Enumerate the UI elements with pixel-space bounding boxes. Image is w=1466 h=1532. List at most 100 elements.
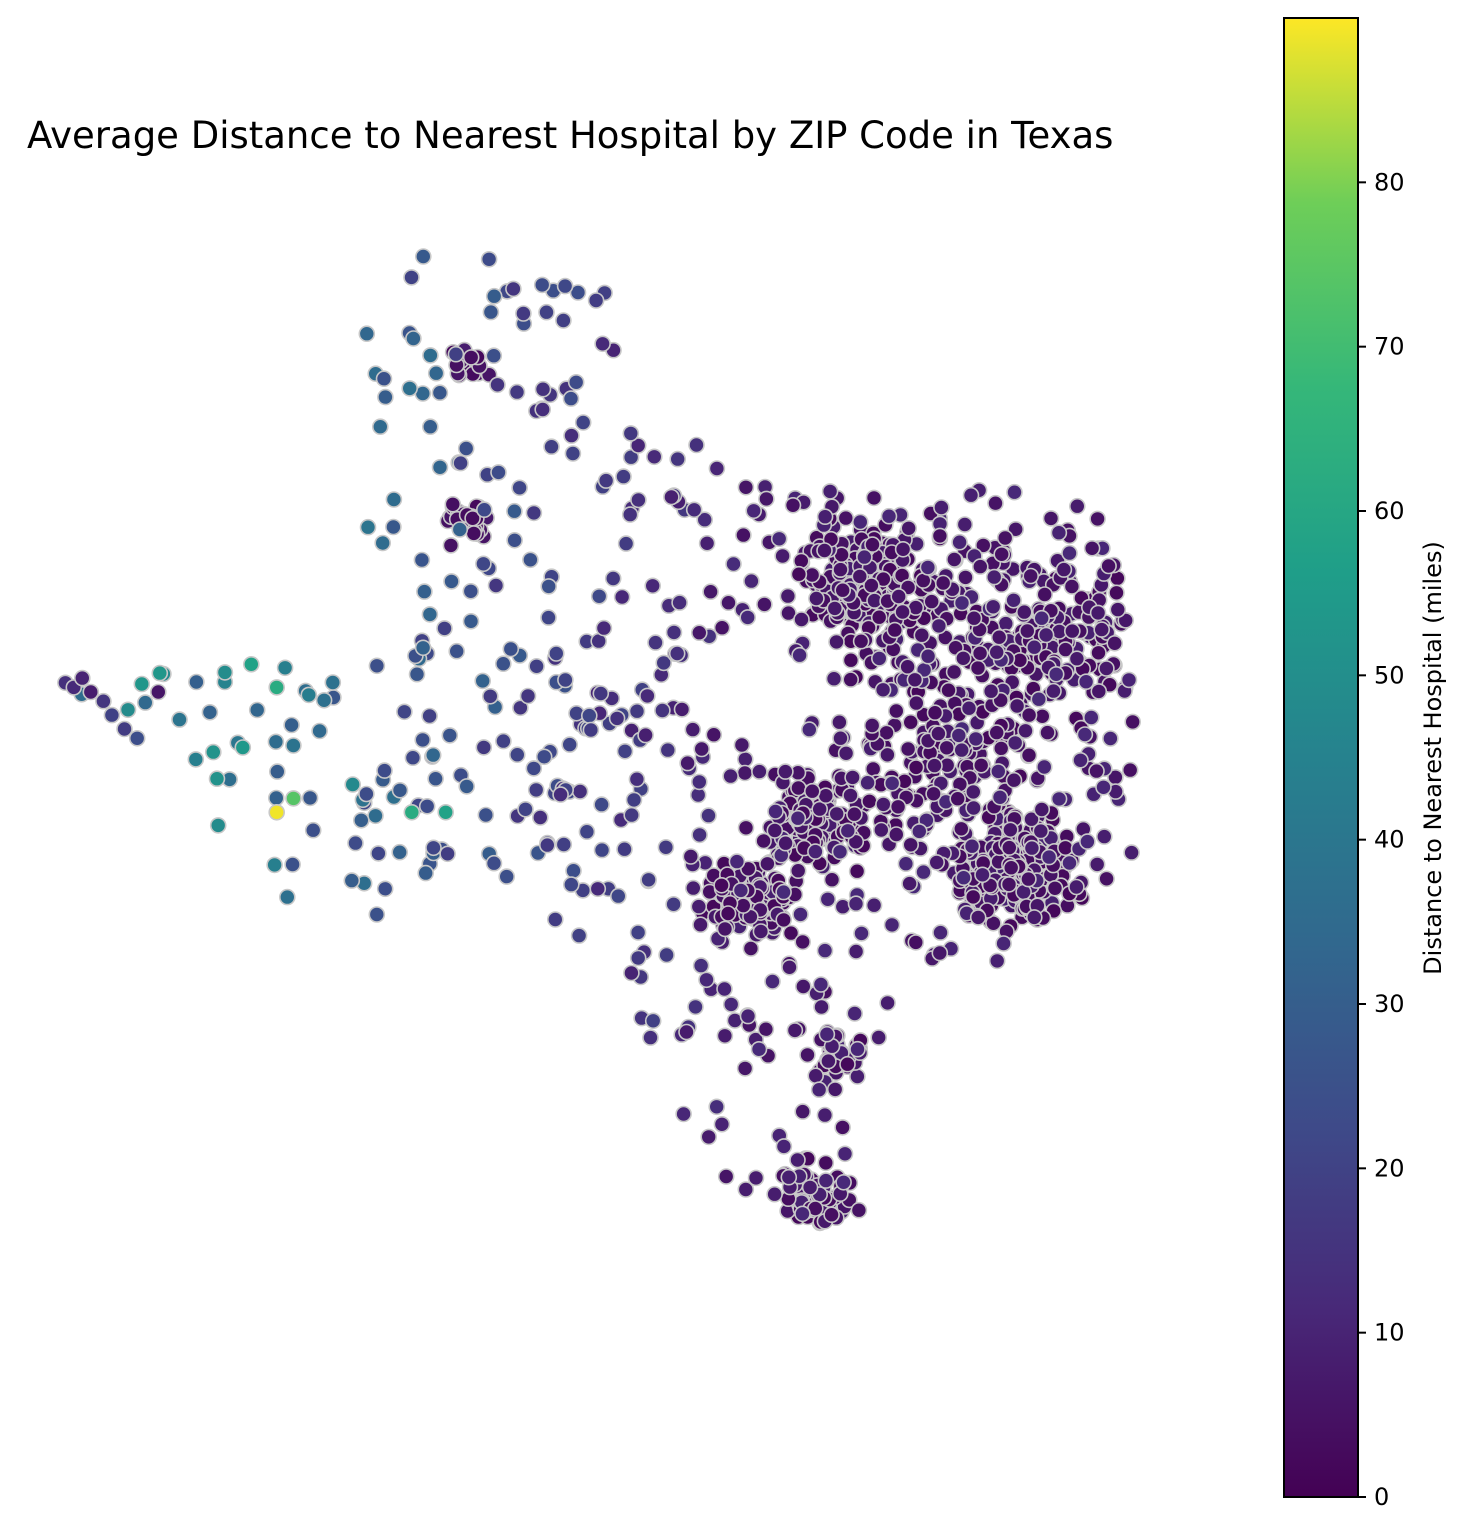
zip-point: [965, 799, 982, 817]
zip-point: [628, 702, 646, 720]
zip-point: [522, 551, 539, 569]
zip-point: [1017, 722, 1034, 740]
zip-point: [745, 502, 763, 520]
zip-point: [719, 905, 737, 922]
zip-point: [713, 1116, 731, 1133]
zip-point: [945, 551, 963, 568]
zip-point: [826, 600, 844, 617]
zip-point: [506, 502, 523, 520]
zip-point: [1026, 909, 1043, 926]
zip-point: [508, 383, 526, 401]
zip-point: [766, 822, 784, 839]
zip-point: [391, 843, 409, 861]
zip-point: [831, 843, 849, 861]
zip-point: [826, 1081, 844, 1098]
zip-point: [828, 633, 845, 651]
zip-point: [616, 742, 634, 760]
zip-point: [971, 558, 989, 575]
zip-point: [705, 726, 723, 744]
zip-point: [722, 767, 739, 785]
zip-point: [1042, 510, 1060, 527]
zip-point: [508, 746, 526, 764]
zip-point: [1000, 839, 1018, 856]
zip-point: [1040, 848, 1058, 866]
zip-point: [1123, 844, 1140, 861]
zip-point: [934, 574, 952, 592]
zip-point: [462, 612, 480, 630]
zip-point: [775, 1138, 793, 1155]
zip-point: [597, 472, 615, 489]
zip-point: [915, 863, 932, 881]
zip-point: [743, 572, 760, 590]
zip-point: [417, 864, 435, 882]
zip-point: [1069, 497, 1086, 515]
zip-point: [266, 856, 283, 874]
zip-point: [956, 516, 974, 533]
zip-point: [358, 325, 376, 343]
zip-point: [561, 736, 579, 753]
zip-point: [644, 577, 662, 595]
zip-point: [324, 674, 342, 691]
zip-point: [616, 840, 633, 858]
zip-point: [621, 506, 639, 523]
zip-point: [475, 739, 493, 756]
zip-point: [839, 822, 857, 840]
zip-point: [623, 964, 640, 982]
colorbar-tick-label: 50: [1374, 661, 1405, 689]
colorbar-tick-label: 40: [1374, 826, 1405, 854]
zip-point: [839, 1055, 856, 1073]
zip-point: [359, 518, 377, 536]
zip-point: [590, 587, 608, 605]
zip-point: [481, 687, 499, 705]
zip-point: [684, 721, 702, 738]
zip-point: [930, 725, 947, 742]
zip-point: [1063, 578, 1081, 595]
zip-point: [693, 740, 711, 758]
zip-point: [625, 791, 643, 809]
zip-point: [1120, 671, 1138, 689]
zip-point: [988, 643, 1006, 661]
zip-point: [268, 763, 286, 780]
zip-point: [422, 347, 439, 364]
zip-point: [452, 454, 469, 472]
zip-point: [945, 663, 963, 681]
zip-point: [376, 880, 394, 898]
zip-point: [988, 724, 1006, 741]
zip-point: [368, 906, 386, 923]
zip-point: [377, 388, 394, 406]
zip-point: [1008, 697, 1026, 715]
zip-point: [613, 588, 631, 606]
zip-point: [713, 619, 731, 637]
zip-point: [475, 555, 492, 573]
zip-point: [1046, 879, 1064, 897]
zip-point: [894, 540, 912, 558]
zip-point: [883, 774, 901, 792]
zip-point: [1100, 557, 1117, 575]
zip-point: [187, 751, 205, 768]
zip-point: [717, 1168, 735, 1185]
zip-point: [487, 577, 505, 594]
zip-point: [919, 559, 937, 576]
zip-point: [716, 920, 734, 938]
zip-point: [1109, 601, 1127, 618]
zip-point: [902, 836, 920, 854]
colorbar-tick-label: 20: [1374, 1154, 1405, 1182]
zip-point: [696, 511, 714, 529]
zip-point: [864, 536, 881, 553]
zip-point: [416, 583, 433, 600]
zip-point: [899, 740, 917, 758]
zip-point: [950, 727, 968, 744]
zip-point: [413, 551, 431, 569]
zip-point: [996, 529, 1014, 547]
zip-point: [1098, 660, 1115, 677]
zip-point: [538, 303, 555, 321]
zip-point: [462, 582, 480, 600]
zip-point: [567, 373, 585, 391]
zip-point: [1089, 510, 1106, 528]
zip-point: [582, 721, 600, 739]
zip-point: [391, 781, 409, 799]
zip-point: [1033, 609, 1050, 627]
zip-point: [735, 526, 752, 544]
zip-point: [708, 1098, 726, 1116]
zip-point: [853, 925, 870, 942]
